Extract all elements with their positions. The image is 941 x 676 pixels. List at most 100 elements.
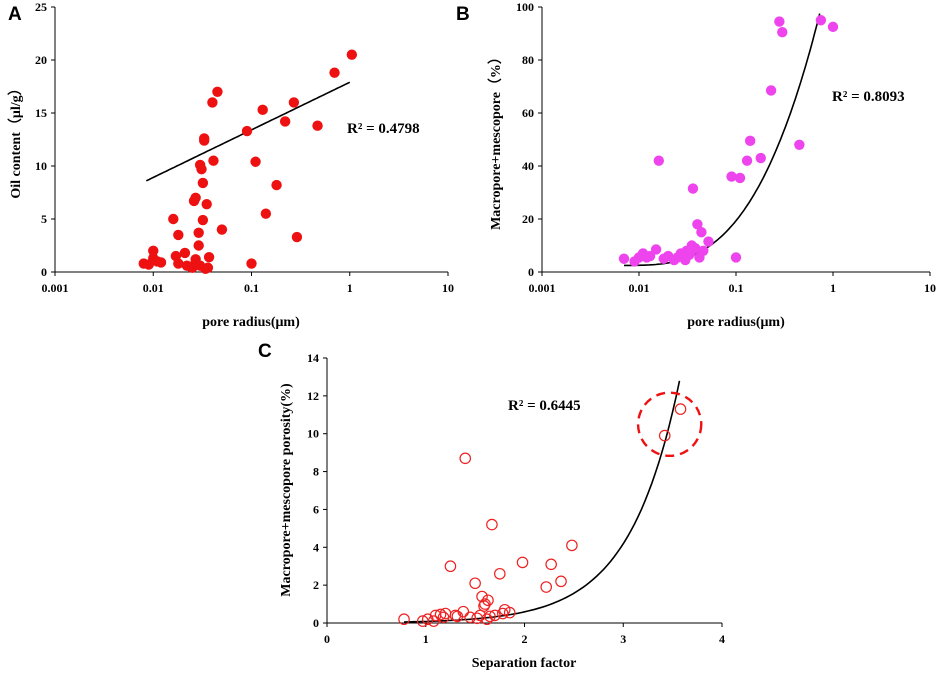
panel-a-y-tick-label: 10 [35,159,47,173]
panel-a-data-point [196,163,207,175]
panel-c-data-point [484,610,496,623]
panel-b-y-tick-label: 100 [516,0,534,14]
panel-c-data-point [457,605,470,618]
panel-c-data-point [489,609,501,622]
panel-c-y-tick-label: 8 [313,465,319,479]
panel-c-data-point [674,403,687,415]
panel-b-x-tick-label: 1 [830,281,836,295]
panel-a-y-tick-label: 5 [41,212,47,226]
panel-a-data-point [291,231,303,243]
panel-b-x-tick-label: 0.01 [629,281,650,295]
panel-b-x-tick-label: 0.1 [729,281,744,295]
panel-b-data-point [734,172,746,184]
panel-c-y-tick-label: 10 [307,427,319,441]
panel-a-data-point [260,208,272,219]
panel-a-y-tick-label: 25 [35,0,47,14]
panel-c-x-tick-label: 4 [719,632,725,646]
panel-b-x-tick-label: 0.001 [529,281,556,295]
panel-c-x-tick-label: 2 [522,632,528,646]
panel-a-x-tick-label: 0.1 [244,281,259,295]
panel-a-x-tick-label: 10 [442,281,454,295]
panel-a-y-tick-label: 0 [41,265,47,279]
panel-c-x-tick-label: 0 [324,632,330,646]
panel-a-data-point [312,120,323,131]
panel-b-data-point [777,26,788,38]
panel-a-data-point [168,213,179,225]
panel-a-data-point [279,116,291,127]
panel-c-y-tick-label: 0 [313,616,319,630]
panel-a-data-point [190,192,201,203]
panel-c-data-point [427,615,440,627]
panel-c-data-point [482,594,494,607]
panel-a-data-point [155,257,167,268]
panel-c-highlight-circle [636,391,703,458]
panel-b-data-point [741,155,753,166]
panel-c-y-axis-label: Macropore+mescopore porosity(%) [279,383,294,597]
panel-a-data-point [197,214,209,226]
panel-b-data-point [703,236,714,247]
panel-b-y-tick-label: 40 [522,159,534,173]
panel-a-data-point [193,240,204,251]
panel-a-data-point [246,258,257,269]
panel-c-data-point [503,606,516,619]
panel-a-data-point [148,245,159,256]
panel-c-x-axis-label: Separation factor [472,656,577,671]
panel-a-data-point [250,156,261,167]
panel-b-y-axis-label: Macropore+mescopore（%） [488,50,504,230]
panel-c-y-tick-label: 12 [307,389,319,403]
panel-b-y-tick-label: 20 [522,212,534,226]
panel-a-data-point [198,133,210,144]
panel-a-x-tick-label: 0.001 [42,281,69,295]
panel-b-r2-label: R² = 0.8093 [832,89,905,105]
panel-a-x-tick-label: 1 [347,281,353,295]
panel-c-data-point [494,567,506,580]
panel-a-data-point [203,251,215,263]
panel-b-data-point [794,139,805,150]
panel-b-data-point [696,227,707,238]
panel-b-data-point [653,155,664,166]
panel-c-y-tick-label: 2 [313,578,319,592]
panel-a-data-point [346,49,358,60]
panel-a-data-point [173,229,184,241]
panel-a-y-tick-label: 20 [35,53,47,67]
panel-c-data-point [540,581,553,593]
panel-a-data-point [216,224,228,235]
panel-b-data-point [744,135,756,147]
panel-a-y-axis-label: Oil content（μl/g） [8,81,24,198]
panel-c-y-tick-label: 6 [313,502,319,516]
panel-a-data-point [197,177,209,189]
panel-b-data-point [690,242,701,254]
panel-b-y-tick-label: 0 [528,265,534,279]
panel-b-trendline [624,13,821,267]
panel-b-x-axis-label: pore radius(μm) [687,315,785,330]
panel-a-data-point [173,258,184,269]
panel-b-data-point [774,16,785,27]
panel-b-data-point [644,250,656,262]
panel-c-data-point [398,613,410,626]
panel-c-trendline [403,380,681,623]
panel-b-y-tick-label: 60 [522,106,534,120]
panel-c-data-point [486,518,498,531]
panel-c-data-point [459,452,472,465]
panel-b-data-point [815,15,827,26]
panel-b-data-point [827,21,839,33]
panel-b-data-point [692,219,703,230]
panel-c-data-point [566,539,578,552]
panel-a-data-point [271,179,282,191]
panel-a-y-tick-label: 15 [35,106,47,120]
panel-a-label: A [8,4,22,25]
panel-c-y-tick-label: 4 [313,540,319,554]
panel-a-data-point [329,67,340,78]
panel-a-data-point [179,247,191,259]
panel-c-y-tick-label: 14 [307,351,319,365]
panel-a-data-point [202,262,214,273]
panel-a-x-tick-label: 0.01 [143,281,164,295]
panel-b-label: B [456,4,470,25]
panel-a: A 0.001 0.01 0.1 1 10 0 5 10 15 20 25 pore radius(μ… [8,0,454,330]
panel-c-data-point [658,429,671,442]
panel-b-data-point [618,253,630,264]
panel-c-r2-label: R² = 0.6445 [508,398,581,414]
panel-b-data-point [765,85,777,96]
